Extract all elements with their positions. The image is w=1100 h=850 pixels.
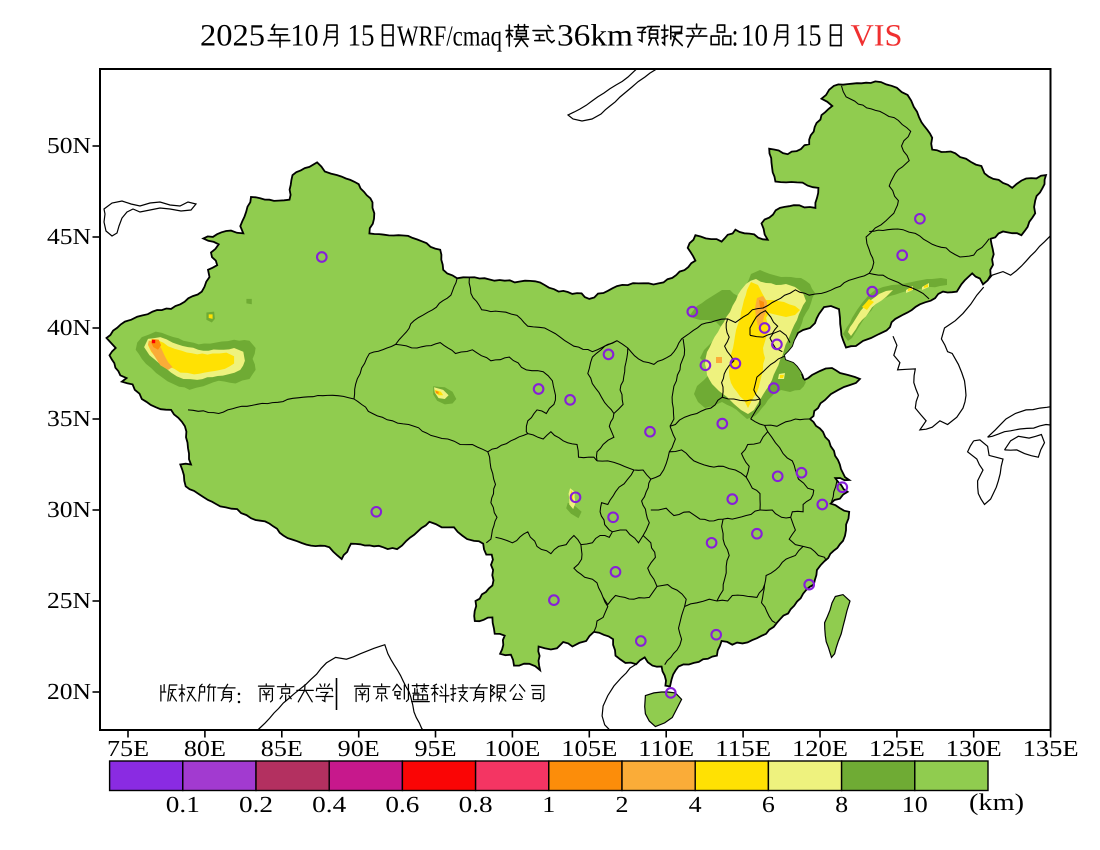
svg-text:VIS: VIS (851, 18, 903, 53)
svg-text:135E: 135E (1023, 736, 1079, 761)
svg-text:120E: 120E (792, 736, 848, 761)
svg-text:15: 15 (348, 18, 375, 53)
svg-text:10: 10 (741, 18, 768, 53)
svg-text:0.4: 0.4 (312, 792, 347, 817)
svg-text:85E: 85E (261, 736, 303, 761)
svg-text:100E: 100E (484, 736, 540, 761)
svg-text:WRF/cmaq: WRF/cmaq (397, 21, 502, 53)
svg-text:6: 6 (762, 792, 775, 817)
svg-text:50N: 50N (47, 133, 91, 158)
svg-text:25N: 25N (47, 588, 91, 613)
svg-text:0.6: 0.6 (385, 792, 419, 817)
svg-text:35N: 35N (47, 406, 91, 431)
svg-text:130E: 130E (946, 736, 1002, 761)
svg-text:80E: 80E (184, 736, 226, 761)
svg-text:8: 8 (835, 792, 848, 817)
svg-text:95E: 95E (415, 736, 457, 761)
svg-text:10: 10 (902, 792, 928, 817)
svg-text:4: 4 (689, 792, 703, 817)
svg-text:90E: 90E (338, 736, 380, 761)
svg-text:10: 10 (291, 18, 319, 53)
svg-text::: : (236, 683, 242, 708)
svg-text:30N: 30N (47, 497, 91, 522)
svg-text:110E: 110E (638, 736, 694, 761)
svg-text:36km: 36km (557, 18, 633, 53)
svg-text:20N: 20N (47, 679, 91, 704)
svg-text:(km): (km) (969, 790, 1024, 816)
svg-text:15: 15 (796, 18, 822, 53)
svg-text:2: 2 (616, 792, 629, 817)
svg-text:0.8: 0.8 (459, 792, 493, 817)
svg-text:125E: 125E (869, 736, 925, 761)
svg-text:0.1: 0.1 (166, 792, 200, 817)
svg-text:2025: 2025 (200, 18, 265, 53)
svg-text:105E: 105E (561, 736, 617, 761)
svg-text:40N: 40N (47, 315, 91, 340)
svg-text:0.2: 0.2 (239, 792, 273, 817)
svg-text:45N: 45N (47, 224, 91, 249)
svg-text:75E: 75E (107, 736, 149, 761)
svg-text:1: 1 (542, 792, 555, 817)
svg-text:115E: 115E (715, 736, 771, 761)
svg-text::: : (732, 18, 739, 53)
